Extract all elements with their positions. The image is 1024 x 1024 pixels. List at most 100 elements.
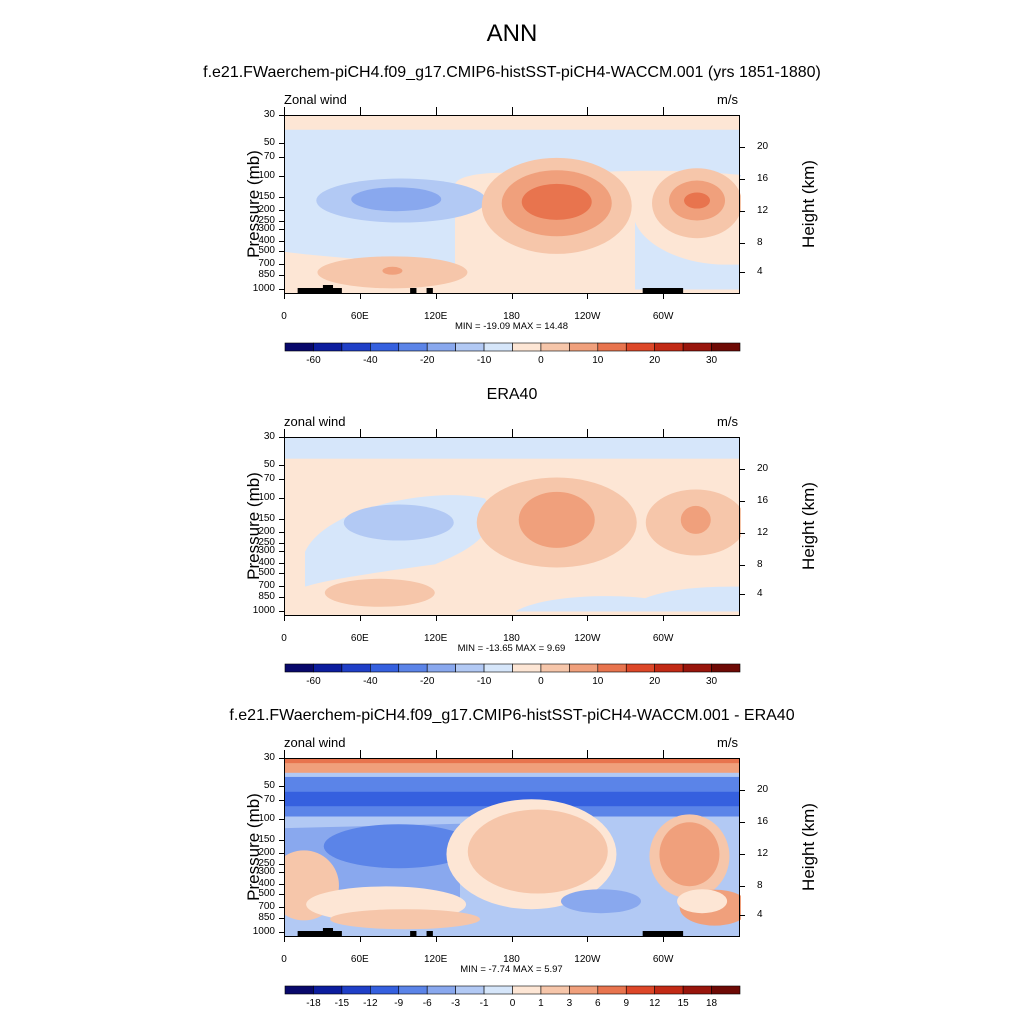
panel-units-label: m/s	[717, 92, 738, 107]
y-right-tick-mark	[739, 533, 745, 535]
colorbar-swatch	[682, 985, 712, 995]
y-tick-mark	[279, 597, 284, 599]
y-tick-mark	[279, 437, 284, 438]
y-tick-mark	[279, 550, 284, 552]
y-right-tick-label: 4	[757, 908, 763, 920]
x-tick-mark-top	[359, 107, 361, 115]
y-right-tick-label: 12	[757, 527, 769, 539]
x-tick-mark-top	[663, 429, 665, 437]
y-right-tick-label: 8	[757, 237, 763, 249]
y-right-tick-label: 8	[757, 880, 763, 892]
colorbar-swatch	[483, 985, 513, 995]
colorbar-swatch	[625, 342, 655, 352]
colorbar-swatch	[370, 663, 400, 673]
y-right-tick-label: 4	[757, 587, 763, 599]
y-tick-label: 400	[258, 878, 275, 890]
y-tick-label: 150	[258, 833, 275, 845]
y-tick-label: 1000	[252, 925, 275, 937]
zonal-wind-plot	[284, 437, 741, 616]
y-tick-label: 250	[258, 857, 275, 869]
y-tick-mark	[279, 497, 284, 499]
x-tick-label: 120E	[423, 311, 448, 322]
colorbar-swatch	[654, 342, 684, 352]
y-right-tick-label: 20	[757, 463, 769, 475]
y-tick-label: 700	[258, 579, 275, 591]
x-tick-mark-top	[284, 107, 285, 115]
y-tick-mark	[279, 518, 284, 520]
x-tick-label: 120W	[574, 311, 601, 322]
y-tick-mark	[279, 263, 284, 265]
colorbar-swatch	[341, 663, 371, 673]
y-right-tick-label: 16	[757, 495, 769, 507]
panel-variable-label: Zonal wind	[284, 92, 347, 107]
colorbar-swatch	[654, 663, 684, 673]
y-tick-mark	[279, 800, 284, 802]
x-tick-mark-top	[587, 429, 589, 437]
y-tick-label: 850	[258, 269, 275, 281]
colorbar-swatch	[455, 342, 485, 352]
y-tick-mark	[279, 918, 284, 920]
y-tick-mark	[279, 115, 284, 116]
y-axis-right-title: Height (km)	[799, 482, 818, 570]
x-tick-mark-bottom	[284, 293, 285, 299]
y-tick-mark	[279, 785, 284, 787]
colorbar-swatch	[569, 342, 599, 352]
colorbar-label: 0	[509, 998, 516, 1009]
y-right-tick-mark	[739, 886, 745, 888]
colorbar-swatch	[569, 985, 599, 995]
y-right-tick-label: 16	[757, 816, 769, 828]
y-tick-mark	[279, 175, 284, 177]
colorbar-label: -60	[306, 676, 321, 687]
colorbar-swatch	[313, 663, 343, 673]
colorbar-label: -18	[306, 998, 321, 1009]
x-tick-mark-bottom	[284, 615, 285, 621]
x-tick-label: 0	[281, 954, 287, 965]
y-tick-label: 100	[258, 812, 275, 824]
y-tick-mark	[279, 863, 284, 865]
y-tick-label: 70	[263, 794, 275, 806]
y-tick-mark	[279, 610, 284, 612]
x-tick-label: 120E	[423, 954, 448, 965]
colorbar-label: -40	[363, 355, 378, 366]
y-tick-mark	[279, 818, 284, 820]
x-tick-mark-bottom	[359, 936, 361, 942]
x-tick-mark-bottom	[663, 615, 665, 621]
x-tick-label: 60W	[652, 633, 674, 644]
colorbar-label: 15	[677, 998, 689, 1009]
colorbar-swatch	[341, 342, 371, 352]
colorbar-label: -9	[394, 998, 404, 1009]
colorbar-swatch	[512, 663, 542, 673]
y-tick-label: 1000	[252, 604, 275, 616]
panel-units-label: m/s	[717, 414, 738, 429]
x-tick-label: 180	[503, 954, 520, 965]
x-tick-label: 60E	[350, 954, 369, 965]
x-tick-label: 180	[503, 311, 520, 322]
x-tick-mark-top	[587, 750, 589, 758]
colorbar-swatch	[597, 342, 627, 352]
min-max-label: MIN = -13.65 MAX = 9.69	[457, 643, 566, 654]
y-tick-label: 500	[258, 887, 275, 899]
colorbar-label: 20	[649, 355, 661, 366]
y-tick-mark	[279, 288, 284, 290]
y-tick-mark	[279, 275, 284, 277]
y-axis-right-title: Height (km)	[799, 803, 818, 891]
colorbar-label: -10	[476, 676, 492, 687]
y-tick-label: 400	[258, 235, 275, 247]
colorbar-label: -60	[306, 355, 321, 366]
colorbar-label: -15	[334, 998, 350, 1009]
zonal-wind-plot	[284, 758, 741, 937]
colorbar-swatch	[426, 663, 456, 673]
panel-units-label: m/s	[717, 735, 738, 750]
y-tick-mark	[279, 210, 284, 212]
y-tick-label: 300	[258, 222, 275, 234]
colorbar-label: -3	[451, 998, 461, 1009]
colorbar-swatch	[711, 342, 741, 352]
y-tick-mark	[279, 839, 284, 841]
zonal-wind-plot	[284, 115, 741, 294]
y-tick-label: 400	[258, 557, 275, 569]
y-right-tick-label: 20	[757, 784, 769, 796]
y-right-tick-mark	[739, 179, 745, 181]
colorbar-swatch	[483, 342, 513, 352]
y-right-tick-mark	[739, 469, 745, 471]
colorbar-label: 10	[592, 676, 604, 687]
